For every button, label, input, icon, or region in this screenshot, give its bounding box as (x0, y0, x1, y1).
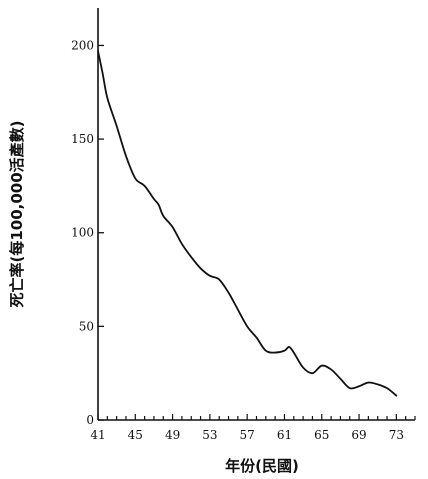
x-tick-label: 61 (277, 428, 292, 442)
y-tick-label: 200 (71, 38, 94, 52)
y-tick-label: 150 (71, 132, 94, 146)
x-axis-label: 年份(民國) (225, 457, 299, 475)
x-tick-label: 41 (90, 428, 105, 442)
mortality-line (97, 50, 398, 397)
y-axis-label: 死亡率(每100,000活產數) (8, 120, 26, 307)
x-tick-label: 73 (389, 428, 404, 442)
y-ticks: 0 50 100 150 200 (71, 38, 104, 427)
y-tick-label: 50 (79, 319, 94, 333)
x-tick-label: 65 (314, 428, 329, 442)
x-ticks: 41 45 49 53 57 61 65 69 73 (90, 414, 416, 442)
y-tick-label: 100 (71, 226, 94, 240)
y-tick-label: 0 (86, 413, 94, 427)
x-tick-label: 45 (128, 428, 143, 442)
x-tick-label: 49 (165, 428, 180, 442)
x-tick-label: 69 (351, 428, 366, 442)
x-tick-label: 53 (202, 428, 217, 442)
x-tick-label: 57 (240, 428, 255, 442)
